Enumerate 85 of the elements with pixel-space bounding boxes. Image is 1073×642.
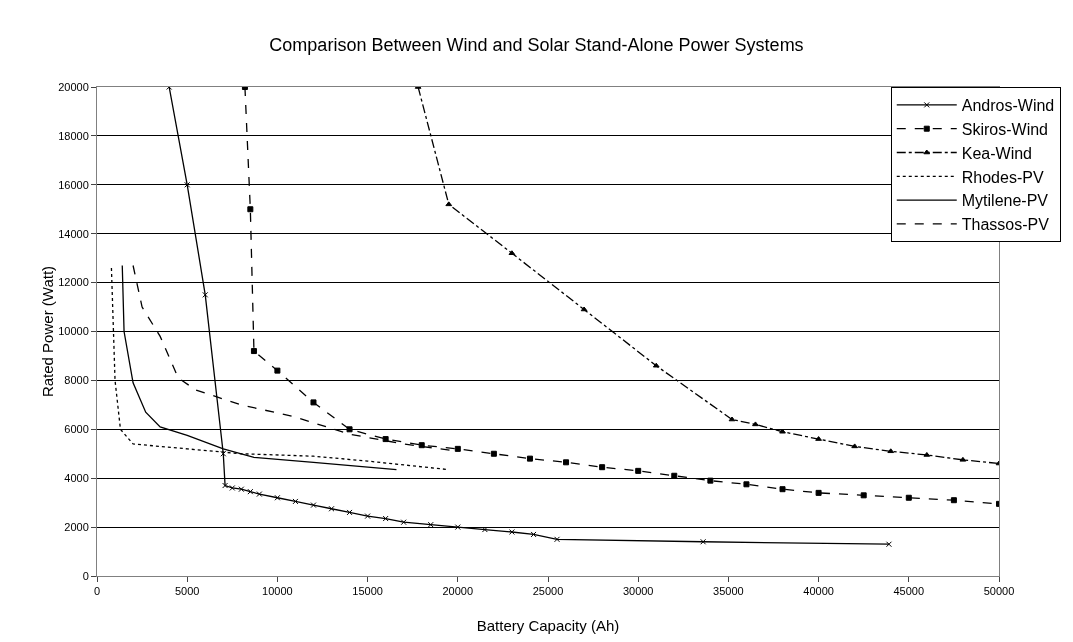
point (815, 489, 822, 496)
x-tick-label: 25000 (532, 585, 564, 598)
legend-label: Andros-Wind (961, 97, 1055, 115)
x-tick-label: 35000 (713, 585, 744, 598)
point (950, 497, 957, 504)
chart-title: Comparison Between Wind and Solar Stand-Alone Power Systems (269, 35, 804, 56)
point (427, 521, 434, 528)
point (454, 445, 461, 452)
point (707, 477, 714, 484)
point (815, 436, 822, 441)
legend-label: Skiros-Wind (961, 120, 1048, 138)
point (229, 484, 236, 491)
point (905, 494, 912, 501)
x-tick-label: 5000 (174, 585, 200, 598)
y-tick-label: 12000 (58, 276, 89, 289)
point (885, 541, 892, 548)
y-tick-label: 14000 (58, 227, 89, 240)
x-axis-title: Battery Capacity (Ah) (476, 617, 620, 634)
point (652, 362, 660, 368)
legend-label: Rhodes-PV (961, 168, 1044, 186)
y-tick-label: 20000 (58, 80, 89, 93)
y-tick-label: 4000 (64, 472, 89, 485)
y-tick-label: 8000 (64, 374, 89, 387)
x-tick-label: 0 (93, 585, 101, 598)
point (563, 459, 570, 466)
point (202, 291, 209, 298)
point (923, 451, 931, 457)
point (274, 367, 281, 374)
point (887, 448, 895, 454)
y-tick-label: 6000 (64, 423, 89, 436)
point (238, 486, 245, 493)
point (222, 482, 229, 489)
point (364, 513, 371, 520)
point (247, 488, 254, 495)
point (454, 524, 461, 531)
point (743, 481, 750, 488)
point (328, 505, 335, 512)
point (508, 528, 515, 535)
legend-label: Thassos-PV (961, 216, 1050, 234)
point (382, 515, 389, 522)
point (959, 456, 967, 462)
x-tick-label: 40000 (803, 585, 834, 598)
legend-label: Kea-Wind (961, 144, 1033, 162)
x-tick-label: 30000 (622, 585, 654, 598)
point (728, 416, 736, 422)
point (400, 519, 407, 526)
point (184, 181, 191, 188)
point (346, 509, 353, 516)
point (599, 464, 606, 471)
point (250, 348, 257, 355)
x-tick-label: 50000 (983, 585, 1015, 598)
x-tick-label: 10000 (262, 585, 293, 598)
point (382, 436, 389, 443)
legend-label: Mytilene-PV (961, 192, 1049, 210)
point (292, 498, 299, 505)
y-axis-title: Rated Power (Watt) (39, 265, 57, 398)
y-tick-label: 16000 (58, 178, 89, 191)
point (310, 399, 317, 406)
point (418, 442, 425, 449)
point (256, 491, 263, 498)
point (860, 492, 867, 499)
point (752, 421, 759, 427)
point (635, 467, 642, 474)
point (851, 443, 859, 449)
x-tick-label: 45000 (893, 585, 925, 598)
point (508, 250, 516, 256)
y-tick-label: 0 (82, 569, 89, 582)
point (490, 450, 497, 457)
point (671, 472, 678, 479)
x-tick-label: 15000 (352, 585, 383, 598)
point (526, 455, 533, 462)
point (530, 531, 537, 538)
point (310, 502, 317, 509)
point (700, 538, 707, 545)
point (274, 494, 281, 501)
point (554, 536, 561, 543)
y-tick-label: 10000 (58, 325, 89, 338)
point (580, 306, 588, 312)
x-tick-label: 20000 (442, 585, 474, 598)
point (445, 201, 453, 207)
y-tick-label: 18000 (58, 129, 89, 142)
point (247, 206, 254, 213)
point (779, 486, 786, 493)
y-tick-label: 2000 (64, 520, 89, 533)
point (346, 426, 353, 433)
